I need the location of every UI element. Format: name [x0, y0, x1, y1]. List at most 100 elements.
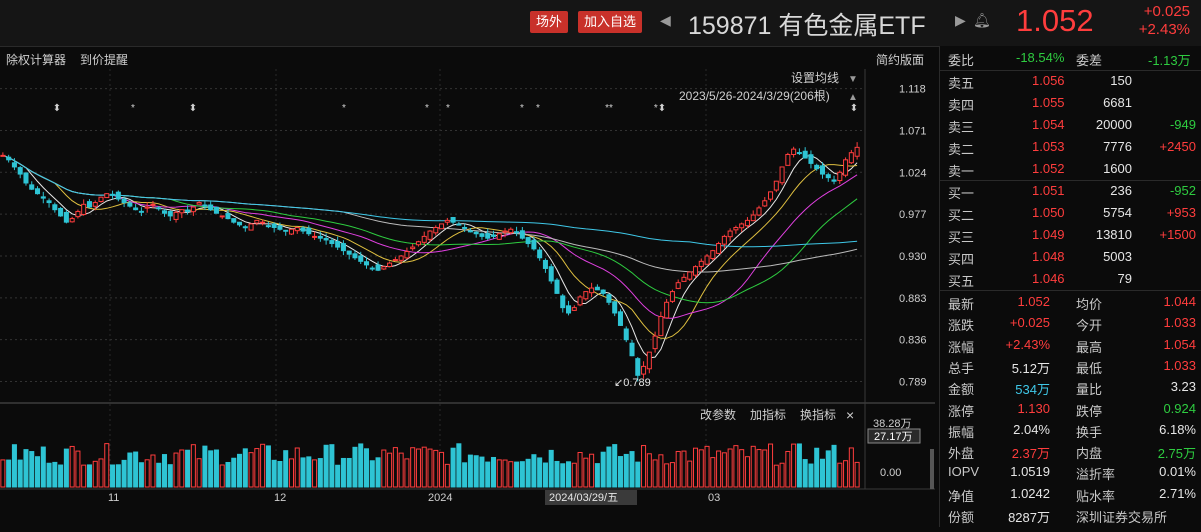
volume-bar [242, 448, 248, 488]
x-label-mar: 03 [708, 492, 720, 504]
candle-body [17, 167, 23, 175]
scrollbar-handle[interactable] [930, 449, 934, 489]
volume-bar [773, 464, 779, 488]
candle-body [462, 226, 468, 229]
volume-bar [277, 460, 283, 488]
ask-row[interactable]: 卖一 1.052 1600 [940, 159, 1201, 180]
divider [940, 290, 1201, 291]
stat-row: IOPV 1.0519 溢折率 0.01% [940, 462, 1201, 483]
stat-label: 跌停 [1076, 403, 1103, 419]
stat-value: 1.033 [1163, 357, 1196, 373]
candle-body [294, 226, 300, 232]
volume-bar [329, 444, 335, 488]
level-label: 卖三 [948, 120, 975, 135]
volume-bar [110, 464, 116, 488]
up-triangle-icon[interactable]: ▲ [848, 92, 858, 103]
volume-bar [219, 464, 225, 488]
divider [940, 70, 1201, 71]
volume-bar [819, 458, 826, 488]
kline-svg[interactable]: ⬍ * ⬍ * * * * * ** *⬍ ⬍ 1.1181.0711.0240.9770.9300… [0, 69, 935, 527]
ask-row[interactable]: 卖三 1.054 20000 -949 [940, 115, 1201, 136]
volume-bar [81, 464, 87, 488]
bid-row[interactable]: 买五 1.046 79 [940, 269, 1201, 290]
ma120-line [2, 154, 858, 248]
volume-bar [779, 462, 785, 488]
level-label: 买一 [948, 186, 975, 201]
stat-label: 总手 [948, 360, 975, 376]
candle-body [819, 165, 826, 175]
event-marker-icon: ⬍ [189, 103, 197, 114]
offsite-tag[interactable]: 场外 [530, 11, 569, 33]
candle-body [248, 223, 254, 231]
simple-layout-link[interactable]: 简约版面 [876, 53, 925, 67]
volume-bar [485, 461, 491, 488]
volume-bar [514, 461, 520, 488]
candle-body [173, 211, 179, 220]
candle-body [0, 154, 6, 157]
volume-bar [29, 451, 35, 488]
volume-bar [496, 459, 502, 488]
volume-bar [571, 462, 577, 488]
volume-bar [358, 443, 364, 488]
stat-row: 净值 1.0242 贴水率 2.71% [940, 484, 1201, 505]
volume-bar [456, 443, 462, 488]
prev-arrow-icon[interactable]: ◀ [660, 12, 671, 28]
bid-row[interactable]: 买一 1.051 236 -952 [940, 181, 1201, 202]
ex-right-calculator-link[interactable]: 除权计算器 [6, 53, 67, 67]
candle-body [317, 235, 323, 239]
bid-row[interactable]: 买三 1.049 13810 +1500 [940, 225, 1201, 246]
set-ma-link[interactable]: 设置均线 [791, 71, 839, 85]
close-icon[interactable]: × [846, 407, 854, 423]
volume-bar [566, 461, 572, 488]
bell-icon[interactable]: 🔔︎ [973, 12, 991, 28]
next-arrow-icon[interactable]: ▶ [955, 12, 966, 28]
volume-bar [704, 445, 710, 488]
bid-row[interactable]: 买二 1.050 5754 +953 [940, 203, 1201, 224]
event-marker-icon: ⬍ [850, 103, 858, 114]
stat-value: 534万 [1015, 382, 1050, 398]
stat-value: 0.924 [1163, 400, 1196, 416]
volume-bar [837, 462, 843, 488]
dropdown-triangle-icon[interactable]: ▼ [848, 74, 858, 85]
bid-row[interactable]: 买四 1.048 5003 [940, 247, 1201, 268]
volume-bar [444, 463, 450, 488]
candle-body [92, 202, 98, 207]
swap-indicator-button[interactable]: 换指标 [800, 407, 836, 422]
candle-body [831, 179, 837, 182]
candle-body [185, 209, 191, 212]
volume-bar [225, 461, 231, 488]
stat-label: 最高 [1076, 339, 1103, 355]
candle-body [138, 210, 144, 213]
webi-value: -18.54% [1016, 50, 1065, 65]
volume-bar [196, 458, 202, 488]
candle-body [208, 204, 214, 211]
volume-bar [115, 464, 121, 488]
volume-bar [606, 446, 612, 488]
candle-body [733, 226, 739, 231]
stat-value: 1.054 [1163, 336, 1196, 352]
price-alert-link[interactable]: 到价提醒 [80, 53, 129, 67]
add-indicator-button[interactable]: 加指标 [750, 407, 786, 422]
modify-params-button[interactable]: 改参数 [700, 407, 736, 422]
stat-label: IOPV [948, 464, 980, 480]
volume-bars [0, 443, 860, 488]
candle-body [577, 296, 583, 306]
stat-row: 份额 8287万 深圳证券交易所 [940, 505, 1201, 526]
ask-row[interactable]: 卖二 1.053 7776 +2450 [940, 137, 1201, 158]
candle-body [300, 227, 306, 232]
kline-chart[interactable]: ⬍ * ⬍ * * * * * ** *⬍ ⬍ 1.118 1.071 1.024 0.977 0.930 0… [0, 69, 935, 527]
ask-row[interactable]: 卖四 1.055 6681 [940, 93, 1201, 114]
stat-label: 今开 [1076, 318, 1103, 334]
volume-bar [179, 449, 185, 488]
add-watchlist-button[interactable]: 加入自选 [578, 11, 643, 33]
candle-body [387, 262, 393, 267]
volume-bar [40, 446, 46, 488]
candle-body [716, 243, 722, 254]
candle-body [854, 146, 860, 157]
volume-bar [462, 462, 468, 488]
candle-body [825, 174, 831, 179]
ask-row[interactable]: 卖五 1.056 150 [940, 71, 1201, 92]
candle-body [127, 202, 133, 207]
candle-body [260, 221, 266, 224]
volume-bar [664, 463, 670, 488]
